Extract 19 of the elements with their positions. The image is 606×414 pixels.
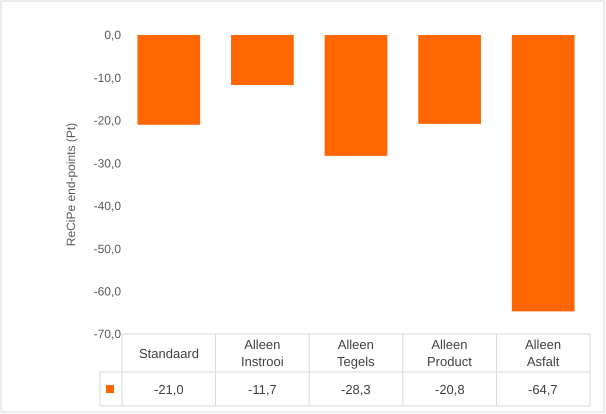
y-tick-label: -70,0	[94, 327, 122, 342]
y-tick-label: -10,0	[94, 70, 122, 85]
y-tick-label: -20,0	[94, 114, 122, 128]
data-label: -20,8	[435, 382, 465, 397]
data-label: -21,0	[154, 382, 184, 397]
y-axis-title: ReCiPe end-points (Pt)	[64, 122, 78, 246]
x-tick-label: Alleen Asfalt	[525, 337, 562, 369]
y-tick-label: -40,0	[94, 199, 122, 214]
data-label: -11,7	[248, 382, 277, 397]
x-tick-label: Alleen Product	[427, 337, 472, 369]
y-tick-label: -60,0	[94, 284, 122, 298]
data-label: -28,3	[341, 382, 371, 397]
y-tick-label: 0,0	[104, 28, 122, 42]
y-tick-label: -50,0	[94, 242, 122, 256]
data-label: -64,7	[528, 382, 558, 397]
y-tick-label: -30,0	[94, 156, 122, 170]
x-tick-label: Alleen Instrooi	[241, 337, 284, 369]
x-tick-label: Alleen Tegels	[337, 337, 376, 369]
x-tick-label: Standaard	[139, 346, 199, 361]
